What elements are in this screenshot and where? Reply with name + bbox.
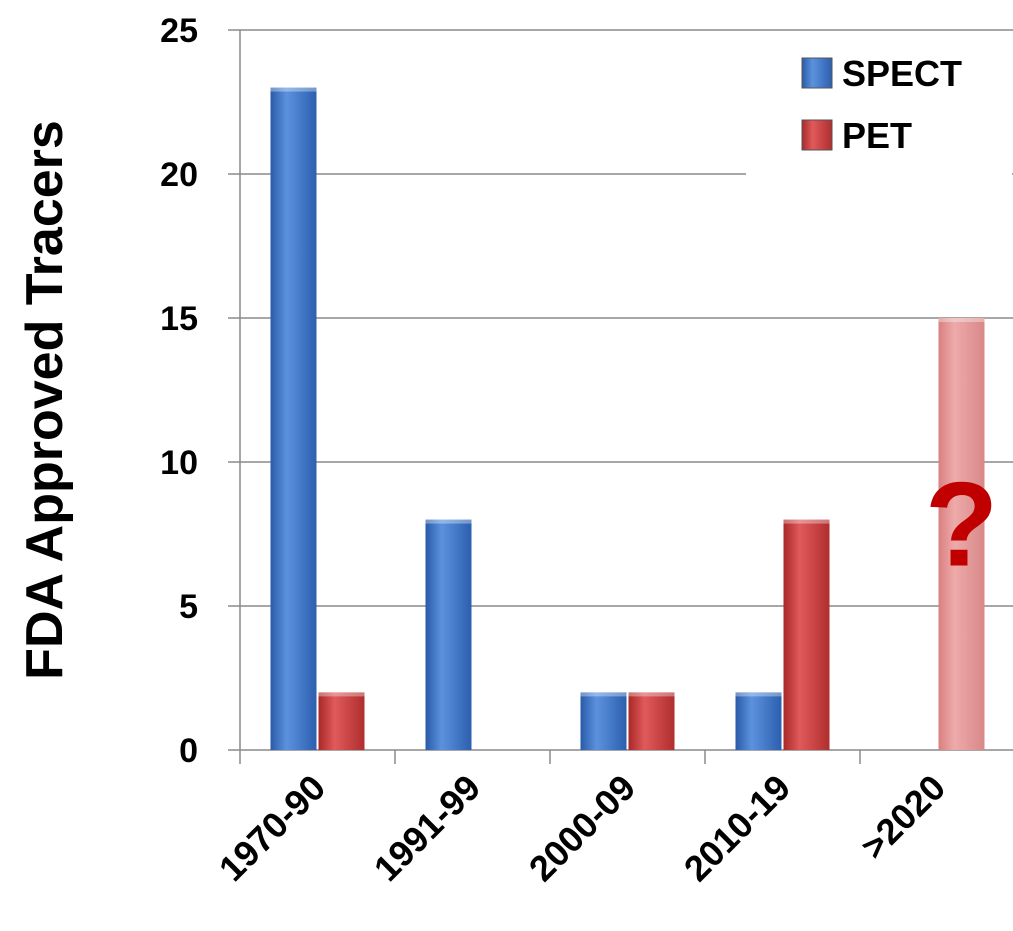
legend-label-spect: SPECT bbox=[842, 53, 962, 94]
bar-top-highlight bbox=[270, 87, 317, 92]
legend: SPECT PET bbox=[746, 38, 1012, 176]
bar-pet bbox=[628, 692, 675, 750]
bar-pet bbox=[783, 519, 830, 750]
bar-top-highlight bbox=[783, 519, 830, 524]
x-tick-label: 1970-90 bbox=[211, 767, 333, 889]
bar-top-highlight bbox=[580, 692, 627, 697]
bar-pet bbox=[318, 692, 365, 750]
bar-spect bbox=[270, 87, 317, 751]
bar-top-highlight bbox=[425, 519, 472, 524]
y-tick-label: 10 bbox=[160, 444, 198, 482]
legend-box bbox=[746, 38, 1012, 176]
legend-label-pet: PET bbox=[842, 115, 912, 156]
x-tick-label: >2020 bbox=[853, 767, 953, 867]
projection-annotation: ? bbox=[925, 458, 998, 592]
legend-swatch-spect bbox=[801, 57, 833, 89]
y-tick-label: 5 bbox=[179, 588, 198, 626]
bar-spect bbox=[425, 519, 472, 750]
bar-projected bbox=[938, 318, 985, 750]
bar-top-highlight bbox=[735, 692, 782, 697]
bar-spect bbox=[735, 692, 782, 750]
x-tick-label: 1991-99 bbox=[366, 767, 488, 889]
bar-top-highlight bbox=[628, 692, 675, 697]
y-tick-label: 0 bbox=[179, 732, 198, 770]
bar-top-highlight bbox=[318, 692, 365, 697]
bar-spect bbox=[580, 692, 627, 750]
y-axis-title: FDA Approved Tracers bbox=[16, 120, 74, 680]
y-tick-label: 20 bbox=[160, 156, 198, 194]
bar-top-highlight bbox=[938, 318, 985, 322]
x-tick-label: 2000-09 bbox=[521, 767, 643, 889]
bars bbox=[270, 87, 985, 751]
y-tick-label: 25 bbox=[160, 12, 198, 50]
legend-swatch-pet bbox=[801, 119, 833, 151]
x-tick-label: 2010-19 bbox=[676, 767, 798, 889]
y-tick-label: 15 bbox=[160, 300, 198, 338]
